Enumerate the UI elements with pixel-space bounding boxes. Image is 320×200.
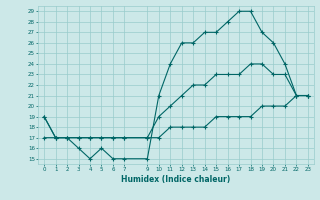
X-axis label: Humidex (Indice chaleur): Humidex (Indice chaleur) [121, 175, 231, 184]
